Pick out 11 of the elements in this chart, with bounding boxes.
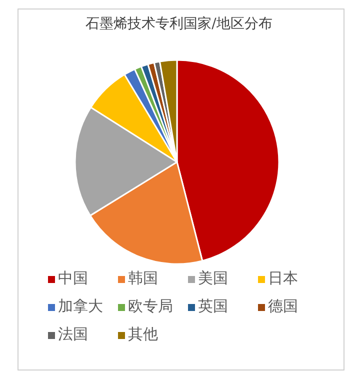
legend-label: 欧专局 bbox=[128, 297, 173, 315]
legend-label: 加拿大 bbox=[58, 297, 103, 315]
legend-label: 德国 bbox=[268, 297, 298, 315]
legend-label: 其他 bbox=[128, 325, 158, 343]
legend-label: 日本 bbox=[268, 269, 298, 287]
legend-label: 法国 bbox=[58, 325, 88, 343]
legend-label: 中国 bbox=[58, 269, 88, 287]
legend-label: 韩国 bbox=[128, 269, 158, 287]
chart-title: 石墨烯技术专利国家/地区分布 bbox=[86, 16, 272, 32]
legend-label: 英国 bbox=[198, 297, 228, 315]
legend-label: 美国 bbox=[198, 269, 228, 287]
